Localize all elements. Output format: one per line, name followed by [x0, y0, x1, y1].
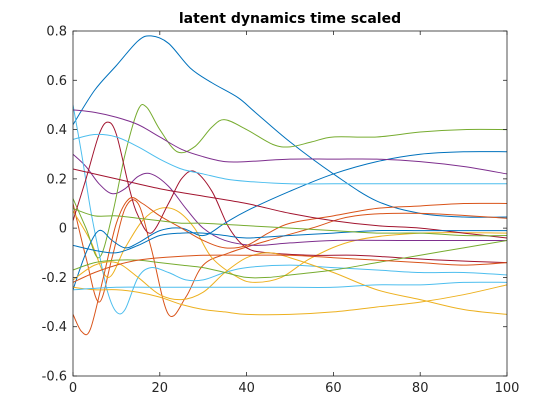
series-line-18	[73, 207, 507, 237]
axes: 0 20 40 60 80 100 -0.6 -0.4 -0.2 0 0.2 0.4 0.6 0.8	[42, 25, 520, 397]
series-line-13	[73, 133, 507, 185]
series-line-17	[73, 284, 507, 316]
y-tick-label: -0.4	[42, 320, 67, 335]
y-tick-label: -0.6	[42, 370, 67, 385]
plot-frame	[72, 30, 508, 377]
series-line-3	[73, 207, 507, 283]
series-line-1	[73, 35, 507, 218]
y-tick-label: 0.4	[46, 123, 67, 138]
x-tick-label: 100	[495, 381, 520, 396]
series-line-5	[73, 103, 507, 259]
series-line-19	[73, 281, 507, 291]
series-line-7	[73, 121, 507, 264]
series-line-9	[73, 197, 507, 336]
x-tick-label: 40	[238, 381, 255, 396]
y-tick-label: 0.8	[46, 25, 67, 40]
series-line-4	[73, 153, 507, 246]
series-line-14	[73, 168, 507, 239]
y-tick-label: -0.2	[42, 271, 67, 286]
y-tick-label: 0.2	[46, 172, 67, 187]
series-line-11	[73, 109, 507, 175]
series-line-8	[73, 151, 507, 290]
y-tick-label: 0.6	[46, 74, 67, 89]
series-line-6	[73, 104, 507, 315]
y-tick-label: 0	[59, 222, 67, 237]
series-line-2	[73, 199, 507, 317]
series-line-10	[73, 252, 507, 315]
series-line-16	[73, 254, 507, 283]
series-line-15	[73, 229, 507, 254]
chart-title: latent dynamics time scaled	[179, 11, 401, 27]
x-tick-label: 80	[412, 381, 429, 396]
series-line-12	[73, 239, 507, 279]
x-tick-label: 60	[325, 381, 342, 396]
series-layer	[73, 35, 507, 336]
x-tick-label: 20	[152, 381, 169, 396]
x-tick-label: 0	[69, 381, 77, 396]
